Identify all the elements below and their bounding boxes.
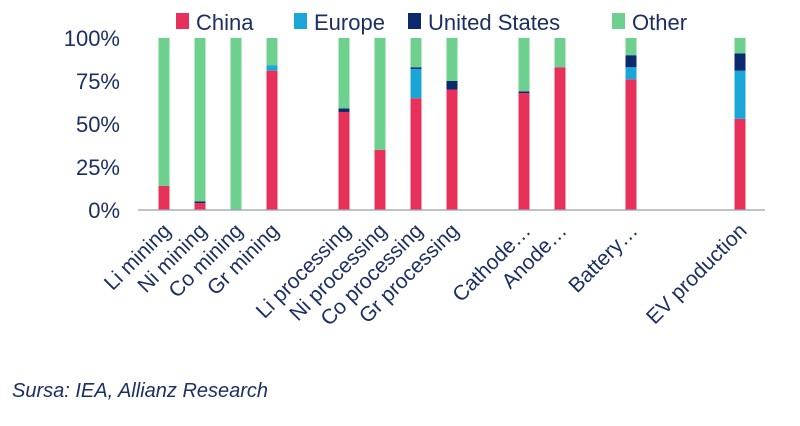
y-tick-label: 0% — [88, 198, 120, 223]
bar-ni-mining-united-states — [194, 201, 206, 204]
y-tick-label: 50% — [76, 112, 120, 137]
bar-gr-mining-other — [266, 38, 278, 66]
bar-gr-processing-united-states — [446, 81, 458, 90]
bar-li-mining-other — [158, 38, 170, 186]
bar-ev-production-united-states — [734, 53, 746, 71]
x-tick-label-ev-production: EV production — [642, 219, 752, 329]
bar-battery-china — [625, 79, 637, 210]
legend-swatch-united-states — [408, 13, 421, 29]
bar-li-mining-china — [158, 185, 170, 210]
legend-label-other: Other — [632, 10, 687, 35]
bar-ni-mining-china — [194, 203, 206, 210]
bar-battery-other — [625, 38, 637, 56]
bar-cathode-china — [518, 93, 530, 210]
y-tick-label: 25% — [76, 155, 120, 180]
bar-cathode-united-states — [518, 91, 530, 94]
y-tick-label: 100% — [64, 26, 120, 51]
bar-ni-mining-other — [194, 38, 206, 202]
bar-battery-united-states — [625, 55, 637, 68]
bar-ev-production-other — [734, 38, 746, 54]
bar-ni-processing-china — [374, 149, 386, 210]
legend-label-china: China — [196, 10, 254, 35]
bar-ev-production-europe — [734, 70, 746, 119]
bar-li-processing-other — [338, 38, 350, 109]
bar-co-processing-china — [410, 98, 422, 210]
legend-swatch-china — [176, 13, 189, 29]
bar-li-processing-united-states — [338, 108, 350, 112]
bar-battery-europe — [625, 67, 637, 80]
legend-swatch-europe — [294, 13, 307, 29]
legend-swatch-other — [612, 13, 625, 29]
bar-gr-mining-europe — [266, 65, 278, 71]
bar-co-processing-united-states — [410, 67, 422, 69]
bar-anode-china — [554, 67, 566, 211]
bars-group — [158, 38, 746, 211]
x-tick-label-battery: Battery… — [564, 219, 642, 297]
legend-label-europe: Europe — [314, 10, 385, 35]
bar-cathode-other — [518, 38, 530, 92]
bar-ni-processing-other — [374, 38, 386, 150]
bar-li-processing-china — [338, 111, 350, 210]
source-note: Sursa: IEA, Allianz Research — [12, 380, 269, 402]
bar-gr-processing-china — [446, 89, 458, 210]
bar-co-mining-other — [230, 38, 242, 210]
bar-gr-processing-other — [446, 38, 458, 81]
bar-co-processing-other — [410, 38, 422, 68]
y-axis: 0% 25% 50% 75% 100% — [64, 26, 120, 223]
bar-anode-other — [554, 38, 566, 68]
bar-gr-mining-china — [266, 70, 278, 211]
y-tick-label: 75% — [76, 69, 120, 94]
bar-co-processing-europe — [410, 68, 422, 99]
chart-legend: China Europe United States Other — [176, 10, 687, 35]
legend-label-united-states: United States — [428, 10, 560, 35]
bar-ev-production-china — [734, 118, 746, 210]
